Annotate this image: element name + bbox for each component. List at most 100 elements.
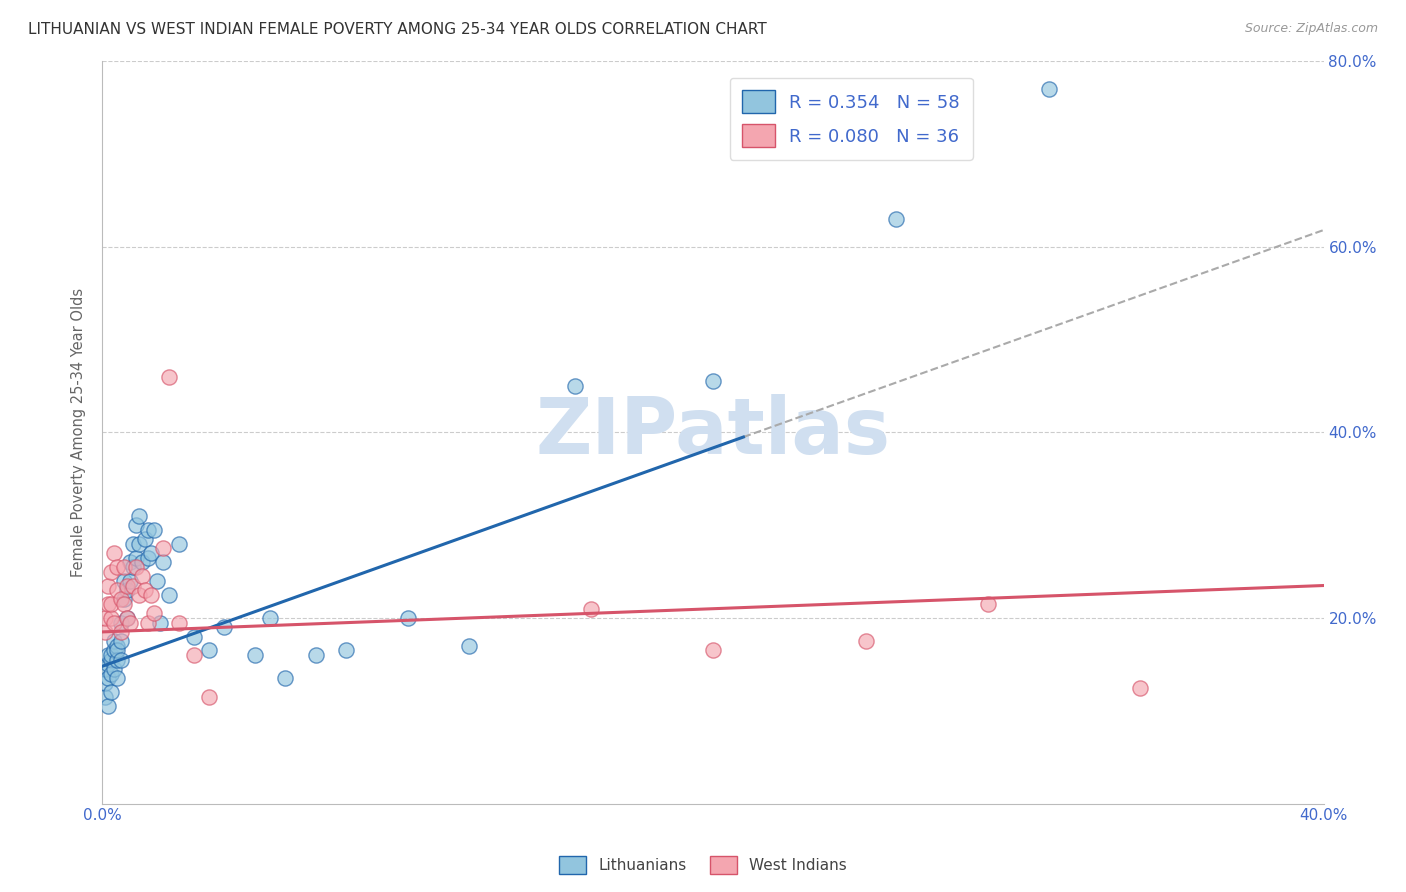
Point <box>97 671 120 685</box>
Point <box>107 639 129 653</box>
Point <box>100 648 122 662</box>
Point <box>125 518 148 533</box>
Point <box>112 560 135 574</box>
Point <box>136 615 159 630</box>
Point <box>143 523 166 537</box>
Point <box>97 597 120 611</box>
Point <box>152 541 174 556</box>
Point <box>107 583 129 598</box>
Point <box>198 643 221 657</box>
Point <box>305 648 328 662</box>
Point <box>115 583 138 598</box>
Point <box>97 699 120 714</box>
Point <box>97 657 120 672</box>
Point <box>94 624 117 639</box>
Point <box>100 565 122 579</box>
Legend: R = 0.354   N = 58, R = 0.080   N = 36: R = 0.354 N = 58, R = 0.080 N = 36 <box>730 78 973 160</box>
Point <box>103 546 125 560</box>
Point <box>136 523 159 537</box>
Point <box>103 643 125 657</box>
Point <box>110 634 132 648</box>
Point <box>396 611 419 625</box>
Point <box>103 634 125 648</box>
Point <box>134 583 156 598</box>
Point <box>131 569 153 583</box>
Point <box>183 648 205 662</box>
Point <box>94 611 117 625</box>
Point <box>128 537 150 551</box>
Point <box>243 648 266 662</box>
Point <box>335 643 357 657</box>
Point <box>112 597 135 611</box>
Point <box>125 550 148 565</box>
Point <box>115 611 138 625</box>
Point <box>149 615 172 630</box>
Point <box>702 375 724 389</box>
Point <box>1129 681 1152 695</box>
Point <box>152 555 174 569</box>
Legend: Lithuanians, West Indians: Lithuanians, West Indians <box>553 850 853 880</box>
Text: ZIPatlas: ZIPatlas <box>536 394 890 470</box>
Point <box>94 676 117 690</box>
Point <box>115 611 138 625</box>
Point <box>121 560 143 574</box>
Point <box>107 643 129 657</box>
Point <box>94 690 117 704</box>
Point <box>125 560 148 574</box>
Point <box>128 588 150 602</box>
Point <box>183 630 205 644</box>
Text: Source: ZipAtlas.com: Source: ZipAtlas.com <box>1244 22 1378 36</box>
Point <box>118 615 141 630</box>
Y-axis label: Female Poverty Among 25-34 Year Olds: Female Poverty Among 25-34 Year Olds <box>72 288 86 577</box>
Point <box>107 560 129 574</box>
Point <box>110 615 132 630</box>
Point <box>112 592 135 607</box>
Point <box>167 537 190 551</box>
Point <box>121 537 143 551</box>
Point <box>100 653 122 667</box>
Point <box>157 588 180 602</box>
Point <box>976 597 998 611</box>
Point <box>100 597 122 611</box>
Point <box>143 607 166 621</box>
Point <box>457 639 479 653</box>
Point <box>100 666 122 681</box>
Point <box>564 379 586 393</box>
Point <box>579 601 602 615</box>
Point <box>259 611 281 625</box>
Point <box>94 662 117 676</box>
Point <box>110 624 132 639</box>
Point <box>274 671 297 685</box>
Point <box>146 574 169 588</box>
Point <box>157 369 180 384</box>
Point <box>103 615 125 630</box>
Point <box>100 685 122 699</box>
Point <box>131 555 153 569</box>
Point <box>139 546 162 560</box>
Point <box>110 653 132 667</box>
Point <box>167 615 190 630</box>
Point <box>100 611 122 625</box>
Point <box>198 690 221 704</box>
Point <box>134 532 156 546</box>
Point <box>139 588 162 602</box>
Point <box>214 620 236 634</box>
Point <box>115 578 138 592</box>
Point <box>107 671 129 685</box>
Point <box>103 662 125 676</box>
Point <box>118 555 141 569</box>
Point <box>136 550 159 565</box>
Point <box>884 211 907 226</box>
Point <box>118 574 141 588</box>
Point <box>855 634 877 648</box>
Point <box>110 592 132 607</box>
Point <box>97 648 120 662</box>
Text: LITHUANIAN VS WEST INDIAN FEMALE POVERTY AMONG 25-34 YEAR OLDS CORRELATION CHART: LITHUANIAN VS WEST INDIAN FEMALE POVERTY… <box>28 22 766 37</box>
Point <box>97 578 120 592</box>
Point <box>112 574 135 588</box>
Point <box>128 508 150 523</box>
Point <box>702 643 724 657</box>
Point <box>107 653 129 667</box>
Point <box>1038 82 1060 96</box>
Point <box>121 578 143 592</box>
